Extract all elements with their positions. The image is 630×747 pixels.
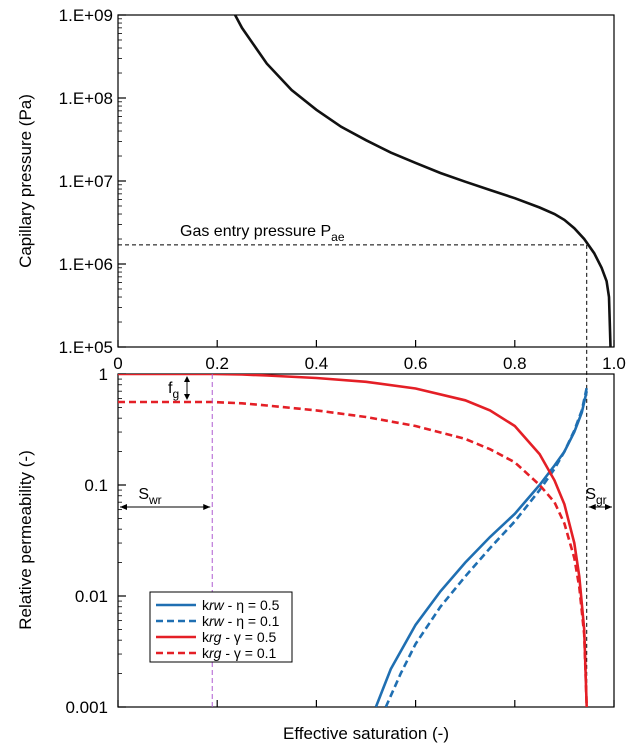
top-plot-frame	[117, 14, 615, 348]
bottom-y-tick-label: 0.01	[75, 587, 108, 606]
relperm-curve-3	[118, 374, 588, 707]
legend-box	[149, 591, 293, 663]
bottom-y-ticks: 0.001 0.01 0.1 1	[65, 365, 126, 717]
fg-label: fg	[168, 380, 179, 401]
gas-entry-pressure-label: Gas entry pressure Pae	[180, 223, 345, 244]
top-y-ticks: 1.E+05 1.E+06 1.E+07 1.E+08 1.E+09	[59, 6, 126, 357]
top-y-tick-label: 1.E+08	[59, 89, 113, 108]
legend-label-2: krw - η = 0.1	[202, 613, 280, 629]
top-y-tick-label: 1.E+09	[59, 6, 113, 25]
top-y-tick-label: 1.E+07	[59, 172, 113, 191]
top-y-axis-label: Capillary pressure (Pa)	[16, 94, 35, 268]
x-axis-label: Effective saturation (-)	[283, 724, 449, 743]
swr-arrowhead-left	[120, 504, 127, 510]
sgr-arrowhead-left	[588, 504, 596, 510]
fg-arrowhead-down	[184, 393, 190, 400]
relperm-curve-2	[384, 387, 588, 707]
bottom-y-tick-label: 0.001	[65, 698, 108, 717]
top-y-tick-label: 1.E+06	[59, 255, 113, 274]
sgr-arrowhead-right	[605, 504, 612, 510]
swr-arrowhead-right	[203, 504, 211, 510]
relperm-curve-1	[374, 390, 588, 707]
legend-label-1: krw - η = 0.5	[202, 597, 280, 613]
x-tick-label: 0.6	[404, 354, 428, 373]
bottom-y-axis-label: Relative permeability (-)	[16, 450, 35, 630]
x-tick-labels: 0 0.2 0.4 0.6 0.8 1.0	[113, 340, 626, 707]
bottom-y-tick-label: 0.1	[84, 476, 108, 495]
bottom-y-tick-label: 1	[99, 365, 108, 384]
swr-label: Swr	[138, 486, 161, 507]
bottom-annotations: Swr Sgr fg	[120, 374, 612, 707]
bottom-plot-frame	[117, 373, 615, 708]
x-tick-label: 0	[113, 354, 122, 373]
x-tick-label: 0.2	[205, 354, 229, 373]
legend-label-4: krg - γ = 0.1	[202, 645, 277, 661]
sgr-label: Sgr	[585, 486, 606, 507]
x-tick-label: 1.0	[602, 354, 626, 373]
top-curves	[233, 15, 612, 347]
top-y-tick-label: 1.E+05	[59, 338, 113, 357]
legend-label-3: krg - γ = 0.5	[202, 629, 277, 645]
relperm-curve-4	[118, 400, 588, 707]
top-annotations: Gas entry pressure Pae	[118, 223, 588, 707]
bottom-curves	[118, 374, 588, 707]
fg-arrowhead-up	[184, 376, 190, 382]
capillary-pressure-curve	[233, 15, 612, 347]
x-tick-label: 0.8	[503, 354, 527, 373]
x-tick-label: 0.4	[305, 354, 329, 373]
